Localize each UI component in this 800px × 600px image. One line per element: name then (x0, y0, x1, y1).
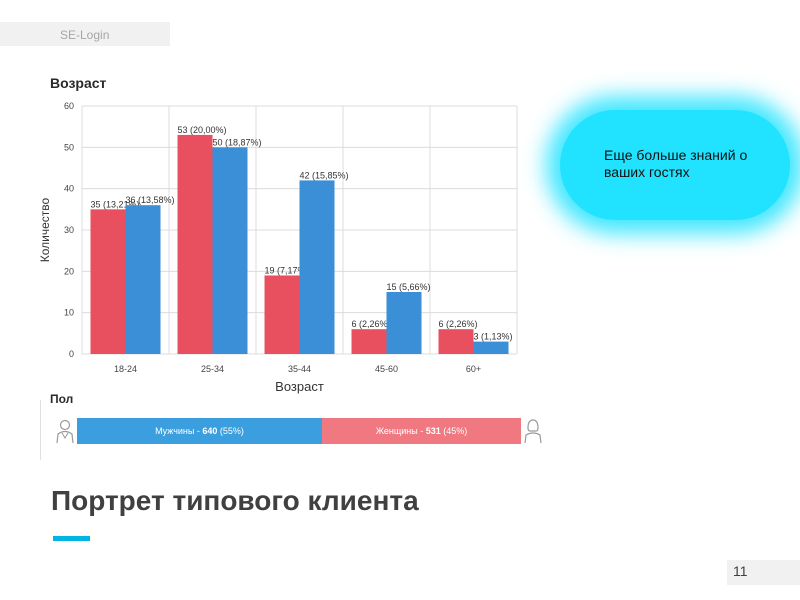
data-label: 53 (20,00%) (178, 125, 227, 135)
brand-bar (0, 22, 170, 46)
y-tick-label: 10 (64, 308, 74, 318)
male-percent: (55%) (219, 426, 244, 436)
bar (438, 329, 474, 354)
female-person-icon (524, 419, 542, 444)
y-tick-label: 0 (69, 349, 74, 359)
male-share-bar: Мужчины - 640 (55%) (77, 418, 322, 444)
x-tick-label: 60+ (466, 364, 481, 374)
bar (90, 209, 126, 354)
data-label: 3 (1,13%) (474, 332, 513, 342)
page-title: Портрет типового клиента (51, 485, 419, 516)
data-label: 19 (7,17%) (265, 265, 309, 275)
male-count: 640 (202, 426, 218, 436)
data-label: 36 (13,58%) (126, 195, 175, 205)
x-tick-label: 45-60 (375, 364, 398, 374)
gender-divider (40, 400, 41, 460)
bar (351, 329, 387, 354)
gender-label: Пол (50, 392, 74, 406)
x-axis-label: Возраст (275, 379, 324, 394)
male-person-icon (56, 419, 74, 444)
y-tick-label: 30 (64, 225, 74, 235)
data-label: 6 (2,26%) (439, 319, 478, 329)
data-label: 50 (18,87%) (213, 137, 262, 147)
data-label: 15 (5,66%) (387, 282, 431, 292)
y-tick-label: 20 (64, 266, 74, 276)
female-name: Женщины (375, 426, 418, 436)
x-tick-label: 35-44 (288, 364, 311, 374)
title-accent-line (53, 536, 90, 541)
bar (212, 147, 248, 354)
bar (386, 292, 422, 354)
callout-text: Еще больше знаний о ваших гостях (604, 147, 748, 180)
female-share-bar: Женщины - 531 (45%) (322, 418, 521, 444)
chart-title: Возраст (50, 75, 107, 91)
bar (125, 205, 161, 354)
page-number: 11 (733, 563, 748, 579)
x-tick-label: 18-24 (114, 364, 137, 374)
y-tick-label: 40 (64, 184, 74, 194)
bar (177, 134, 213, 354)
callout-glow (560, 110, 790, 220)
data-label: 35 (13,21%) (91, 199, 140, 209)
data-label: 42 (15,85%) (300, 170, 349, 180)
male-name: Мужчины (155, 426, 195, 436)
page-number-box (727, 560, 800, 585)
y-tick-label: 60 (64, 101, 74, 111)
y-axis-label: Количество (38, 197, 52, 262)
x-tick-label: 25-34 (201, 364, 224, 374)
data-label: 6 (2,26%) (352, 319, 391, 329)
y-tick-label: 50 (64, 142, 74, 152)
female-percent: (45%) (443, 426, 468, 436)
female-count: 531 (425, 426, 441, 436)
bar (264, 275, 300, 354)
bar (299, 180, 335, 354)
bar (473, 341, 509, 354)
brand-text: SE-Login (60, 28, 110, 42)
age-bar-chart: 0 10 20 30 40 50 60 35 (13,21%) 53 (20,00%) 19 (7… (38, 101, 518, 394)
